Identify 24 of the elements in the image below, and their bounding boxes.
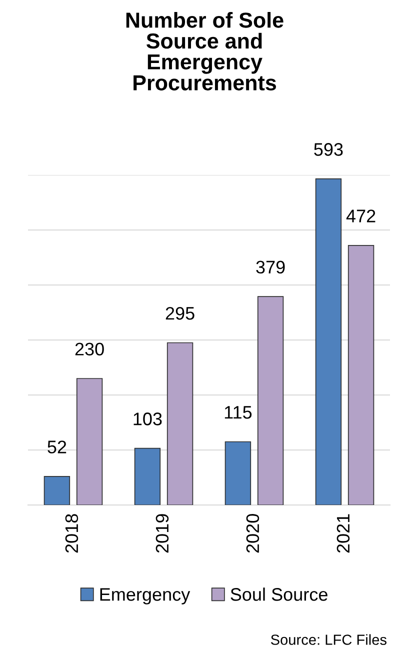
bar (76, 378, 103, 505)
x-tick-label: 2020 (246, 514, 260, 553)
chart-title: Number of Sole Source and Emergency Procurements (126, 12, 284, 90)
source-note: Source: LFC Files (270, 634, 386, 645)
x-tick-label: 2019 (156, 514, 169, 553)
legend-label: Soul Source (230, 588, 328, 601)
data-label: 52 (48, 440, 66, 454)
data-label: 230 (75, 342, 104, 356)
data-label: 295 (166, 306, 194, 320)
bar (224, 441, 252, 505)
data-label: 103 (134, 412, 162, 426)
x-tick-label: 2018 (65, 514, 78, 553)
bar (44, 476, 70, 505)
bar (315, 178, 342, 505)
data-label: 379 (256, 260, 285, 274)
bar (257, 296, 284, 505)
data-label: 115 (224, 406, 252, 419)
data-label: 593 (314, 143, 343, 156)
x-tick-label: 2021 (336, 514, 350, 553)
bar (166, 342, 194, 505)
data-label: 472 (346, 210, 376, 222)
legend-label: Emergency (100, 588, 190, 604)
bar (348, 244, 374, 505)
bar (134, 448, 161, 505)
